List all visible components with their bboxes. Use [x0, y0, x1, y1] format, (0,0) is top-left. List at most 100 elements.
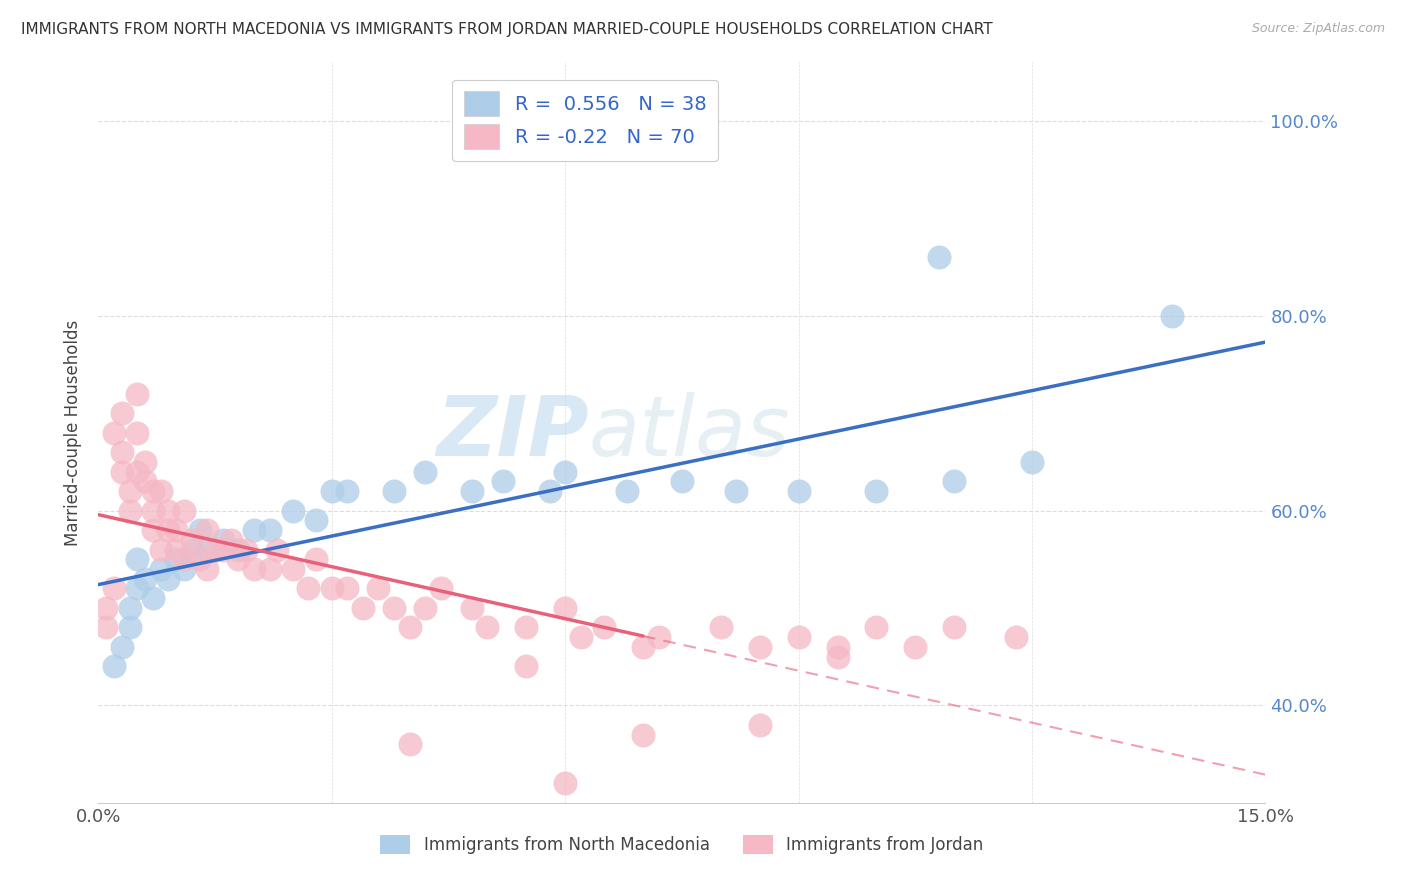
- Point: [787, 484, 810, 499]
- Point: [243, 562, 266, 576]
- Point: [228, 542, 250, 557]
- Y-axis label: Married-couple Households: Married-couple Households: [63, 319, 82, 546]
- Point: [111, 445, 134, 459]
- Point: [96, 601, 118, 615]
- Point: [127, 552, 149, 566]
- Point: [631, 728, 654, 742]
- Point: [195, 523, 218, 537]
- Point: [127, 465, 149, 479]
- Point: [127, 425, 149, 440]
- Point: [297, 582, 319, 596]
- Point: [321, 582, 343, 596]
- Point: [195, 562, 218, 576]
- Point: [305, 513, 328, 527]
- Point: [111, 406, 134, 420]
- Point: [398, 620, 420, 634]
- Point: [413, 601, 436, 615]
- Point: [103, 659, 125, 673]
- Point: [173, 552, 195, 566]
- Point: [149, 484, 172, 499]
- Point: [398, 737, 420, 751]
- Point: [165, 552, 187, 566]
- Point: [515, 659, 537, 673]
- Point: [118, 484, 141, 499]
- Point: [593, 620, 616, 634]
- Point: [554, 465, 576, 479]
- Point: [477, 620, 499, 634]
- Point: [928, 250, 950, 264]
- Point: [142, 484, 165, 499]
- Point: [118, 620, 141, 634]
- Point: [538, 484, 561, 499]
- Point: [725, 484, 748, 499]
- Point: [336, 484, 359, 499]
- Point: [710, 620, 733, 634]
- Point: [266, 542, 288, 557]
- Point: [748, 718, 770, 732]
- Point: [1161, 309, 1184, 323]
- Text: Source: ZipAtlas.com: Source: ZipAtlas.com: [1251, 22, 1385, 36]
- Point: [367, 582, 389, 596]
- Text: IMMIGRANTS FROM NORTH MACEDONIA VS IMMIGRANTS FROM JORDAN MARRIED-COUPLE HOUSEHO: IMMIGRANTS FROM NORTH MACEDONIA VS IMMIG…: [21, 22, 993, 37]
- Point: [118, 601, 141, 615]
- Point: [748, 640, 770, 654]
- Point: [647, 630, 669, 644]
- Point: [180, 542, 202, 557]
- Point: [382, 484, 405, 499]
- Point: [1021, 455, 1043, 469]
- Point: [165, 523, 187, 537]
- Point: [134, 475, 156, 489]
- Point: [118, 503, 141, 517]
- Point: [173, 562, 195, 576]
- Point: [352, 601, 374, 615]
- Point: [827, 649, 849, 664]
- Point: [149, 542, 172, 557]
- Point: [111, 640, 134, 654]
- Point: [305, 552, 328, 566]
- Point: [127, 386, 149, 401]
- Point: [865, 620, 887, 634]
- Point: [413, 465, 436, 479]
- Point: [904, 640, 927, 654]
- Point: [103, 582, 125, 596]
- Point: [212, 533, 235, 547]
- Point: [671, 475, 693, 489]
- Point: [281, 503, 304, 517]
- Point: [212, 542, 235, 557]
- Point: [180, 533, 202, 547]
- Point: [259, 562, 281, 576]
- Point: [461, 601, 484, 615]
- Point: [631, 640, 654, 654]
- Point: [228, 552, 250, 566]
- Point: [142, 591, 165, 606]
- Point: [165, 542, 187, 557]
- Point: [382, 601, 405, 615]
- Point: [616, 484, 638, 499]
- Point: [1005, 630, 1028, 644]
- Point: [142, 523, 165, 537]
- Point: [157, 523, 180, 537]
- Point: [569, 630, 592, 644]
- Point: [219, 533, 242, 547]
- Point: [195, 542, 218, 557]
- Legend: Immigrants from North Macedonia, Immigrants from Jordan: Immigrants from North Macedonia, Immigra…: [374, 829, 990, 861]
- Point: [103, 425, 125, 440]
- Point: [429, 582, 451, 596]
- Point: [134, 572, 156, 586]
- Point: [461, 484, 484, 499]
- Point: [157, 503, 180, 517]
- Point: [149, 562, 172, 576]
- Point: [787, 630, 810, 644]
- Point: [515, 620, 537, 634]
- Point: [943, 620, 966, 634]
- Point: [281, 562, 304, 576]
- Point: [235, 542, 257, 557]
- Point: [134, 455, 156, 469]
- Point: [142, 503, 165, 517]
- Point: [188, 552, 211, 566]
- Point: [127, 582, 149, 596]
- Point: [321, 484, 343, 499]
- Point: [111, 465, 134, 479]
- Point: [827, 640, 849, 654]
- Point: [259, 523, 281, 537]
